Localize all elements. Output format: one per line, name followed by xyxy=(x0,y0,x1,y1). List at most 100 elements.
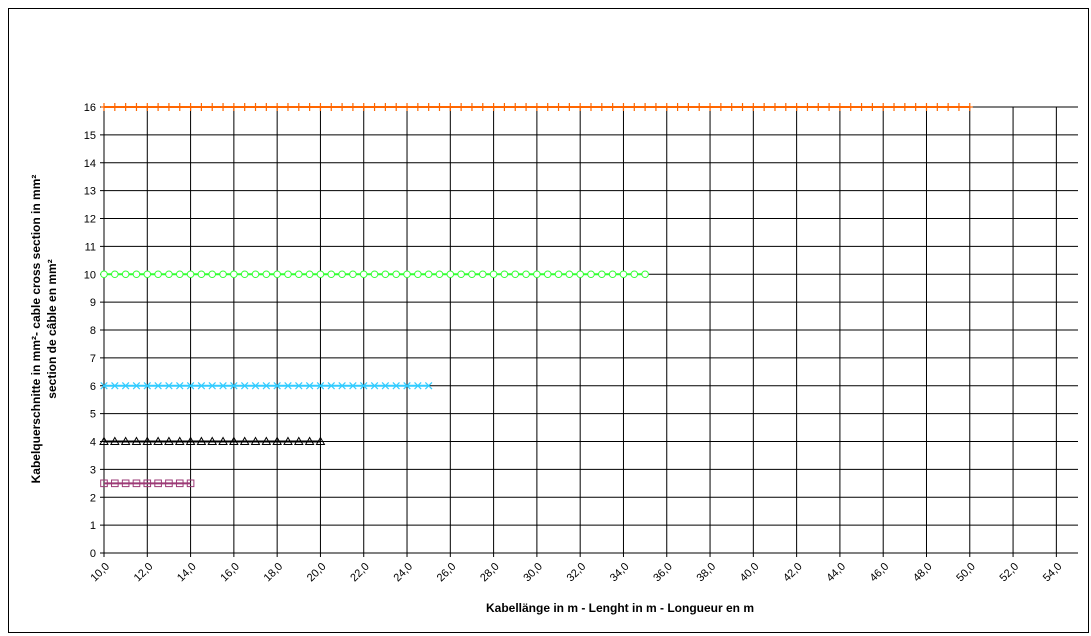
data-point-x xyxy=(316,382,325,390)
y-tick-label: 13 xyxy=(84,186,96,198)
data-point-plus xyxy=(880,103,887,111)
data-point-triangle xyxy=(142,436,153,445)
y-tick-label: 9 xyxy=(90,297,96,309)
data-point-x xyxy=(197,382,206,390)
data-point-x xyxy=(360,382,368,390)
data-point-circle xyxy=(576,270,584,279)
data-point-plus xyxy=(901,103,908,111)
data-point-plus xyxy=(328,103,335,111)
data-point-x-stroke xyxy=(327,382,335,390)
data-point-x xyxy=(370,382,379,390)
data-point-x xyxy=(295,382,303,390)
data-point-circle xyxy=(273,270,281,279)
data-point-x xyxy=(305,382,314,390)
data-point-plus xyxy=(263,103,270,111)
data-point-circle xyxy=(414,270,422,279)
data-point-circle xyxy=(338,270,346,279)
data-point-circle xyxy=(197,270,206,279)
data-point-plus xyxy=(306,103,313,111)
data-point-circle xyxy=(543,270,552,279)
data-point-circle xyxy=(478,270,487,279)
y-tick-label: 14 xyxy=(84,158,96,170)
data-point-plus xyxy=(577,103,584,111)
data-point-triangle xyxy=(185,436,196,445)
data-point-circle xyxy=(100,270,108,279)
data-point-plus xyxy=(187,103,194,111)
data-point-x-stroke xyxy=(349,382,357,390)
data-point-circle xyxy=(489,270,498,279)
data-point-x-stroke xyxy=(370,382,379,390)
data-point-circle xyxy=(587,270,595,279)
data-point-x-stroke xyxy=(338,382,346,390)
data-point-triangle xyxy=(218,436,228,445)
data-point-triangle xyxy=(283,436,293,445)
data-point-plus xyxy=(912,103,919,111)
x-tick-label: 38,0 xyxy=(695,561,719,585)
data-point-circle xyxy=(305,270,314,279)
data-point-x xyxy=(132,382,141,390)
data-point-plus xyxy=(869,103,876,111)
data-point-x-stroke xyxy=(143,382,152,390)
data-point-circle xyxy=(316,270,325,279)
data-point-circle xyxy=(208,270,217,279)
data-point-plus xyxy=(404,103,411,111)
data-point-plus xyxy=(274,103,281,111)
data-point-x-stroke xyxy=(111,382,119,390)
data-point-square xyxy=(100,479,108,488)
data-point-plus xyxy=(101,103,107,111)
data-point-x xyxy=(186,382,195,390)
data-point-plus xyxy=(826,103,833,111)
data-point-x xyxy=(392,382,400,390)
data-point-circle xyxy=(608,270,617,279)
x-tick-label: 14,0 xyxy=(175,561,199,585)
data-point-circle xyxy=(468,270,476,279)
data-point-x xyxy=(111,382,119,390)
data-point-plus xyxy=(468,103,475,111)
y-tick-label: 2 xyxy=(90,492,96,504)
data-point-circle xyxy=(349,270,357,279)
data-point-x xyxy=(176,382,184,390)
data-point-triangle xyxy=(153,436,163,445)
data-point-plus xyxy=(717,103,724,111)
data-point-triangle xyxy=(229,436,239,445)
data-point-triangle xyxy=(239,436,250,445)
x-tick-label: 26,0 xyxy=(435,561,459,585)
data-point-plus xyxy=(523,103,530,111)
data-point-circle xyxy=(511,270,520,279)
data-point-x-stroke xyxy=(197,382,206,390)
data-point-plus xyxy=(728,103,735,111)
data-point-circle xyxy=(251,270,260,279)
data-point-plus xyxy=(155,103,162,111)
data-point-plus xyxy=(945,103,952,111)
data-point-plus xyxy=(241,103,248,111)
x-tick-label: 28,0 xyxy=(478,561,502,585)
data-point-x xyxy=(338,382,346,390)
data-point-plus xyxy=(696,103,703,111)
data-point-square xyxy=(121,479,130,488)
x-tick-label: 32,0 xyxy=(565,561,589,585)
data-point-circle xyxy=(359,270,368,279)
y-tick-label: 6 xyxy=(90,381,96,393)
data-point-triangle xyxy=(207,436,218,445)
data-point-circle xyxy=(284,270,292,279)
data-point-plus xyxy=(512,103,519,111)
y-axis-title-line-1: Kabelquerschnitte in mm²- cable cross se… xyxy=(29,175,43,484)
data-point-plus xyxy=(609,103,616,111)
data-point-circle xyxy=(154,270,162,279)
data-point-plus xyxy=(955,103,962,111)
data-point-triangle xyxy=(174,436,185,445)
data-point-circle xyxy=(457,270,465,279)
data-point-plus xyxy=(923,103,930,111)
data-point-x xyxy=(251,382,260,390)
data-point-circle xyxy=(111,270,119,279)
data-point-plus xyxy=(295,103,302,111)
data-point-plus xyxy=(934,103,941,111)
data-point-plus xyxy=(533,103,540,111)
data-point-x-stroke xyxy=(284,382,292,390)
data-point-plus xyxy=(209,103,216,111)
data-point-triangle xyxy=(196,436,207,445)
data-point-x xyxy=(143,382,152,390)
data-point-plus xyxy=(501,103,508,111)
data-point-x xyxy=(262,382,271,390)
